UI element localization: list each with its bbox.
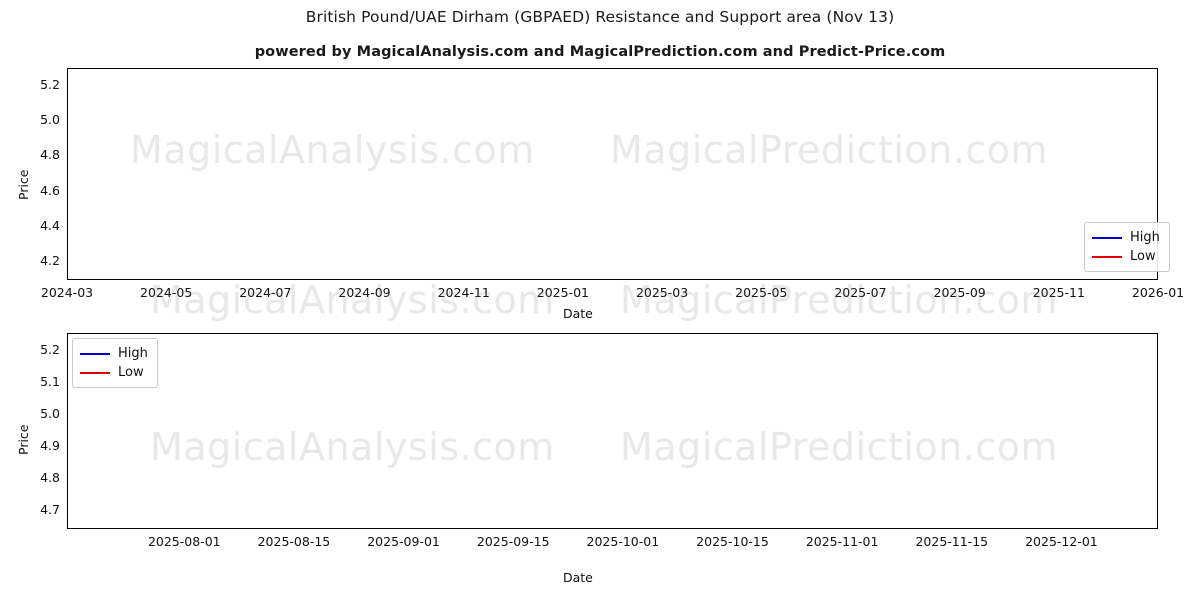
legend-label-high: High xyxy=(1130,230,1160,245)
overview-plot-frame xyxy=(67,68,1158,280)
x-tick-label: 2024-03 xyxy=(40,285,94,300)
detail-plot-frame xyxy=(67,333,1158,529)
y-tick-label: 4.8 xyxy=(40,470,60,486)
x-tick-label: 2025-11-01 xyxy=(805,534,879,549)
y-tick-label: 4.9 xyxy=(40,438,60,454)
y-tick-label: 4.4 xyxy=(40,218,60,233)
x-tick-label: 2025-07 xyxy=(834,285,887,300)
x-tick-label: 2024-05 xyxy=(140,285,193,300)
x-tick-label: 2024-09 xyxy=(338,285,391,300)
page-title: British Pound/UAE Dirham (GBPAED) Resist… xyxy=(305,8,895,26)
x-tick-label: 2025-10-01 xyxy=(586,534,660,549)
y-tick-label: 5.1 xyxy=(40,373,60,389)
y-tick-label: 5.2 xyxy=(40,76,60,92)
x-tick-label: 2025-05 xyxy=(735,285,788,300)
x-tick-label: 2025-10-15 xyxy=(696,534,769,549)
y-tick-label: 4.7 xyxy=(40,502,60,518)
legend-item-high[interactable]: High xyxy=(1092,228,1160,247)
x-tick-label: 2025-08-01 xyxy=(147,534,221,549)
x-tick-label: 2024-07 xyxy=(239,285,292,300)
legend-label-high: High xyxy=(118,346,148,361)
overview-chart xyxy=(67,68,1158,280)
y-tick-label: 4.8 xyxy=(40,147,60,163)
x-tick-label: 2025-11 xyxy=(1032,285,1085,300)
detail-chart xyxy=(67,333,1158,529)
detail-x-axis-label: Date xyxy=(563,570,593,585)
y-tick-label: 5.2 xyxy=(40,341,60,357)
x-tick-label: 2025-11-15 xyxy=(915,534,989,549)
x-tick-label: 2025-08-15 xyxy=(257,534,331,549)
legend-label-low: Low xyxy=(1130,249,1156,264)
y-tick-label: 5.0 xyxy=(40,112,60,127)
x-tick-label: 2024-11 xyxy=(437,285,490,300)
x-tick-label: 2025-09-15 xyxy=(476,534,550,549)
y-tick-label: 5.0 xyxy=(40,405,60,421)
legend-line-high-icon xyxy=(80,352,110,355)
legend-item-low[interactable]: Low xyxy=(80,363,148,382)
x-tick-label: 2025-12-01 xyxy=(1025,534,1098,549)
y-tick-label: 4.2 xyxy=(40,253,60,269)
x-tick-label: 2025-01 xyxy=(536,285,590,300)
x-tick-label: 2025-03 xyxy=(635,285,689,300)
legend-item-high[interactable]: High xyxy=(80,344,148,363)
detail-legend[interactable]: High Low xyxy=(72,338,158,388)
legend-line-low-icon xyxy=(1092,255,1122,258)
legend-item-low[interactable]: Low xyxy=(1092,247,1160,266)
legend-label-low: Low xyxy=(118,365,144,380)
y-tick-label: 4.6 xyxy=(40,182,60,198)
legend-line-low-icon xyxy=(80,371,110,374)
x-tick-label: 2025-09-01 xyxy=(367,534,440,549)
legend-line-high-icon xyxy=(1092,236,1122,239)
x-tick-label: 2025-09 xyxy=(933,285,986,300)
overview-x-axis-label: Date xyxy=(563,306,593,321)
x-tick-label: 2026-01 xyxy=(1131,285,1185,300)
overview-legend[interactable]: High Low xyxy=(1084,222,1170,272)
page-subtitle: powered by MagicalAnalysis.com and Magic… xyxy=(254,44,946,60)
